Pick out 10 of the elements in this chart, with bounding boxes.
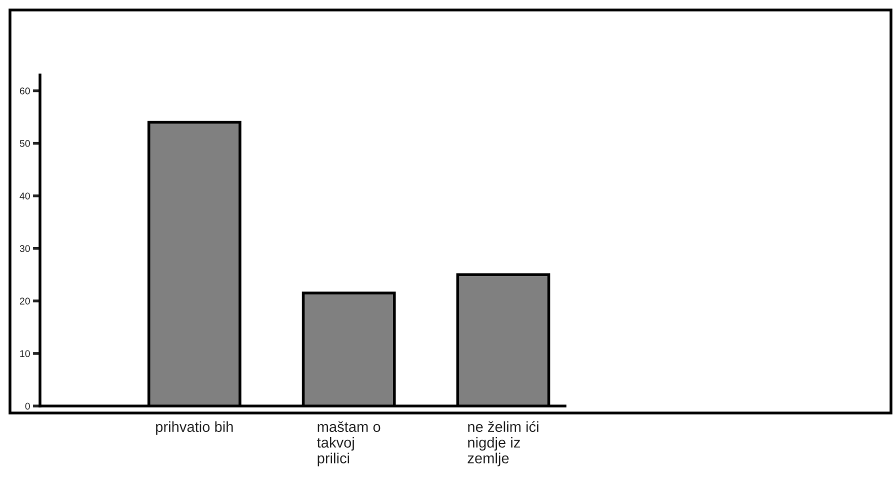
x-tick-label: maštam o takvoj prilici	[317, 421, 380, 466]
y-tick-label: 10	[20, 350, 30, 358]
y-tick-label: 50	[20, 140, 30, 147]
y-tick-label: 20	[20, 298, 30, 305]
y-tick-label: 40	[20, 192, 30, 200]
y-tick-label: 0	[25, 402, 30, 410]
x-tick-label: ne želim ići nigdje iz zemlje	[468, 421, 538, 466]
x-tick-label: prihvatio bih	[156, 421, 233, 435]
y-tick-label: 30	[20, 245, 30, 252]
y-tick-label: 60	[20, 87, 30, 94]
